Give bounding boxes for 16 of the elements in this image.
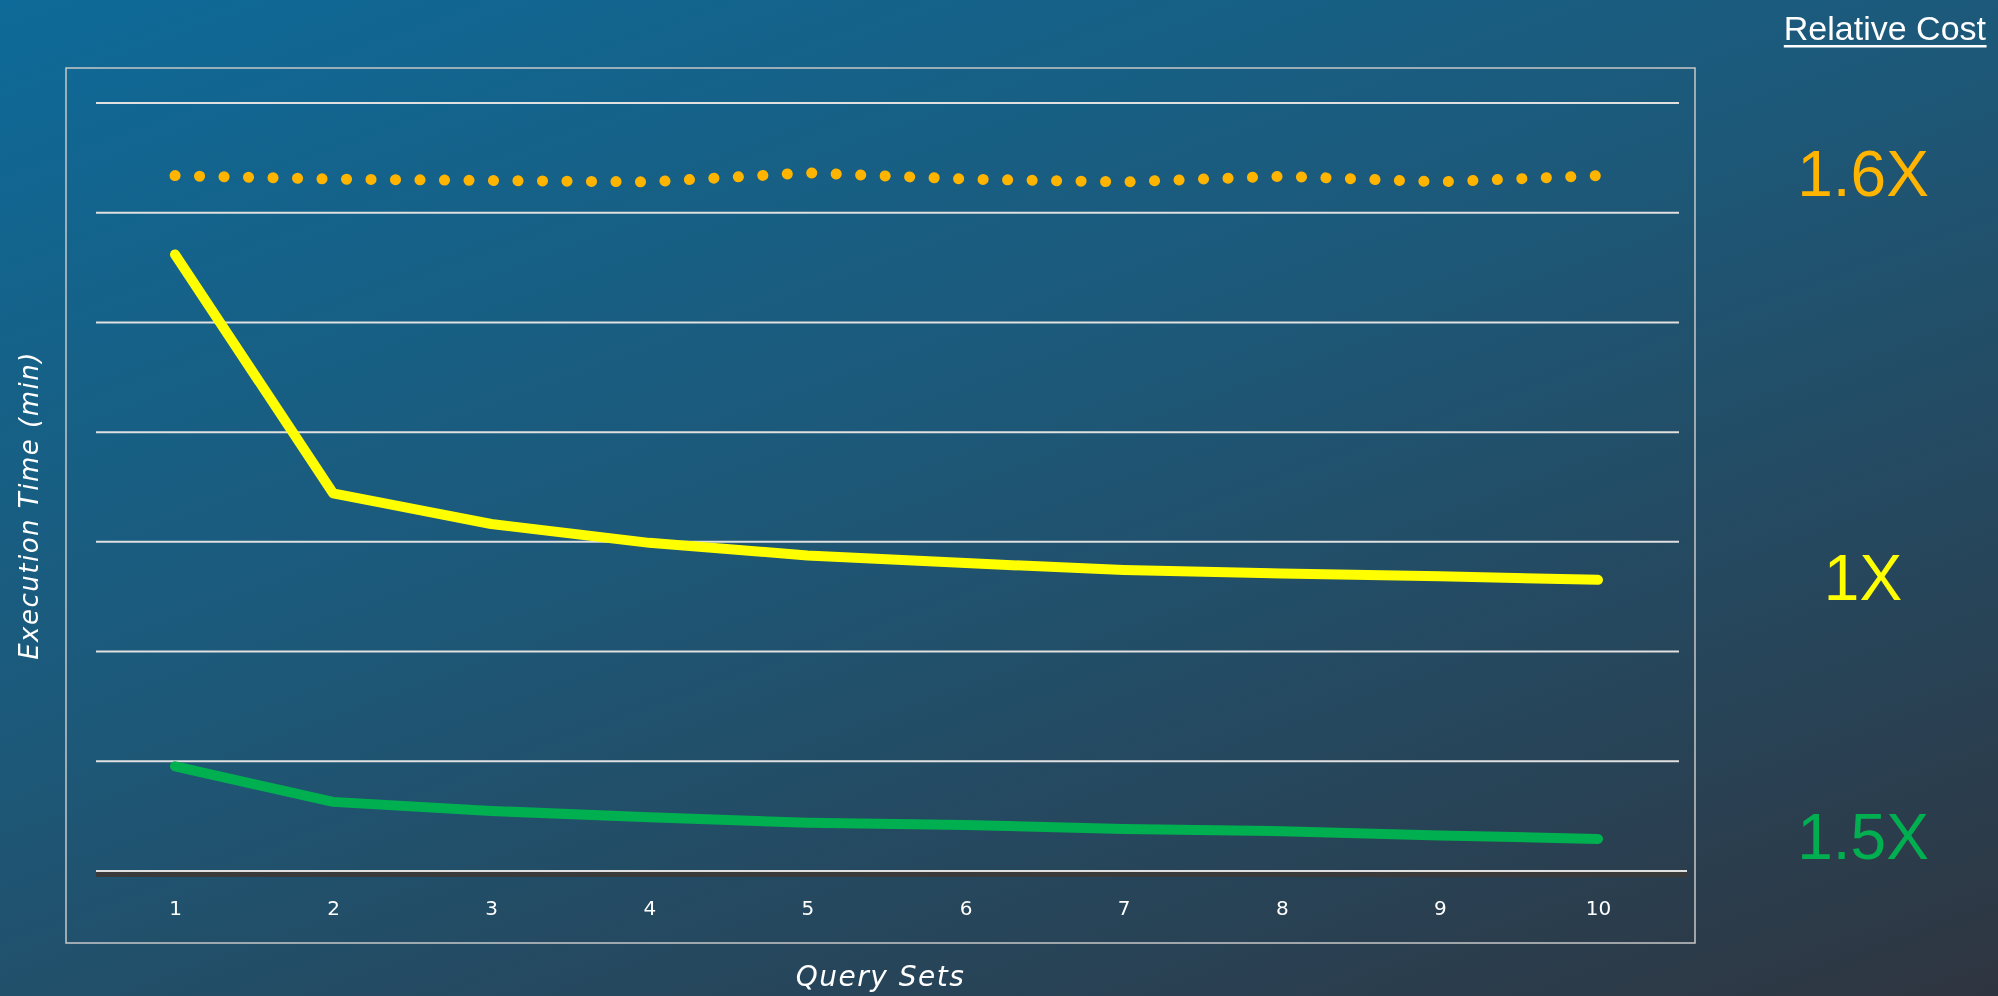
x-tick-label: 4 bbox=[643, 896, 657, 921]
x-tick-label: 1 bbox=[169, 896, 182, 921]
legend-title: Relative Cost bbox=[1783, 9, 1987, 47]
x-tick-label: 8 bbox=[1275, 896, 1289, 921]
text: 1.6X bbox=[1797, 137, 1929, 210]
y-axis-title: Execution Time (min) bbox=[14, 351, 44, 660]
text: 1.5X bbox=[1797, 800, 1929, 873]
x-tick-label: 2 bbox=[327, 896, 340, 921]
x-tick-label: 6 bbox=[959, 896, 973, 921]
x-tick-label: 10 bbox=[1585, 896, 1612, 921]
x-tick-label: 3 bbox=[485, 896, 499, 921]
x-tick-label: 9 bbox=[1434, 896, 1447, 921]
x-tick-label: 7 bbox=[1117, 896, 1131, 921]
x-axis-title: Query Sets bbox=[795, 960, 966, 993]
x-tick-label: 5 bbox=[801, 896, 815, 921]
text: 1X bbox=[1823, 541, 1903, 614]
